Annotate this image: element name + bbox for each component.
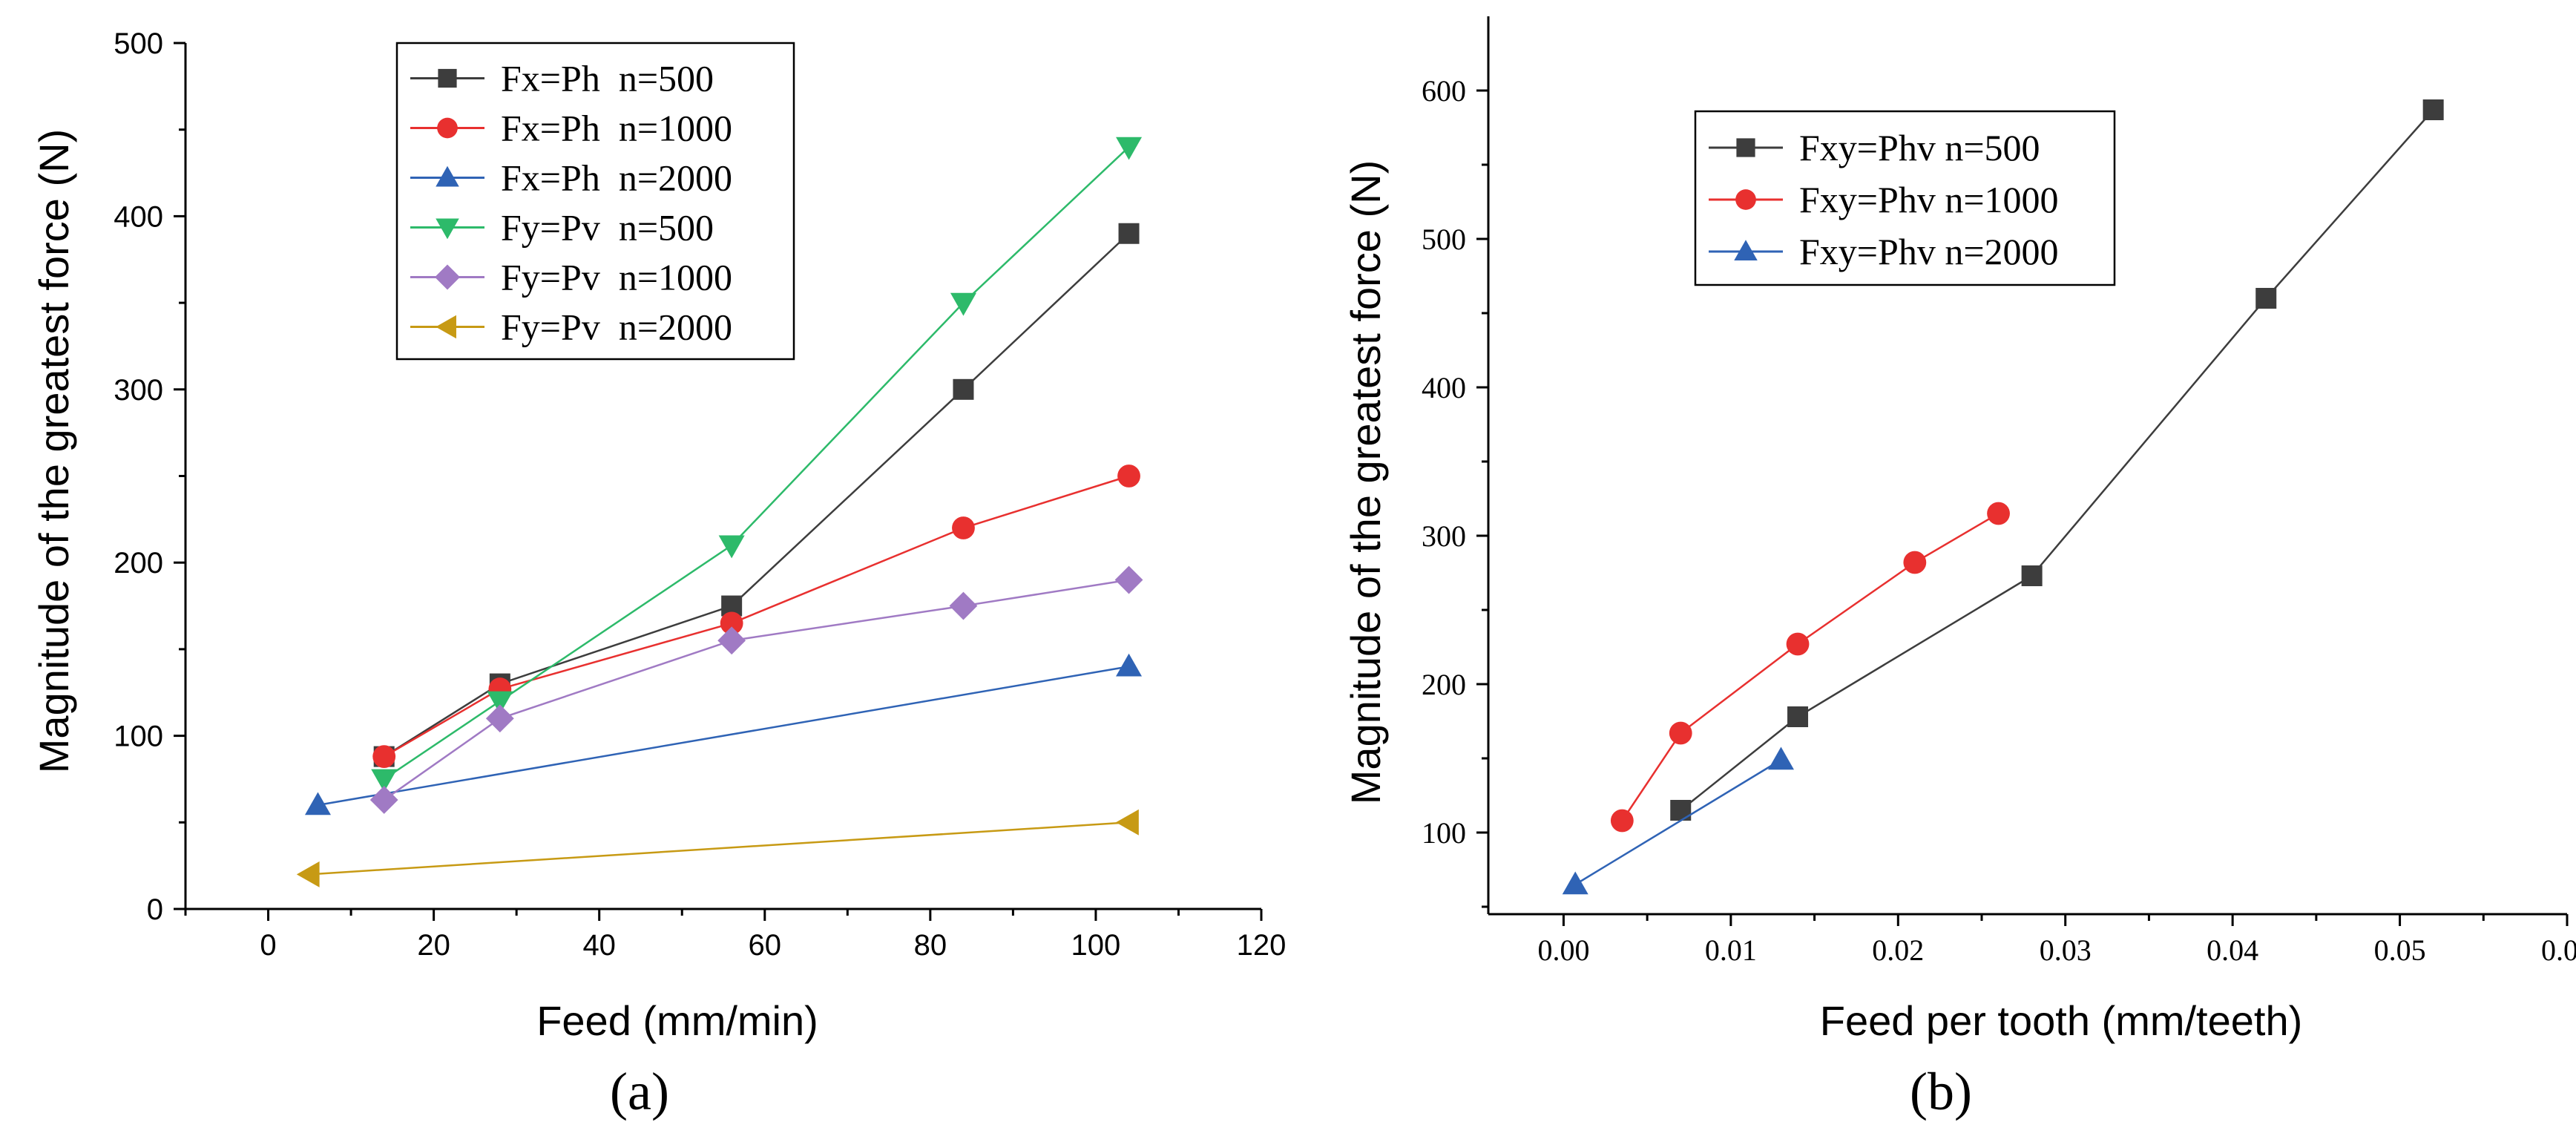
- chart-a-y-tick-label: 100: [114, 721, 163, 753]
- chart-a-legend-marker: [436, 315, 456, 339]
- chart-b-data-point: [1610, 809, 1634, 833]
- chart-a-y-tick-label: 200: [114, 547, 163, 580]
- chart-b-y-tick-label: 500: [1422, 223, 1466, 256]
- chart-a-panel-label: (a): [610, 1062, 669, 1121]
- chart-a-legend-marker: [437, 117, 458, 139]
- chart-a-x-tick-label: 0: [260, 929, 276, 962]
- chart-a-data-point: [304, 792, 331, 815]
- chart-a-y-tick-label: 500: [114, 27, 163, 60]
- chart-b-series-line-1: [1621, 512, 2000, 821]
- chart-a-data-point: [369, 786, 398, 814]
- chart-b-legend-label: Fxy=Phv n=500: [1799, 127, 2040, 168]
- chart-a-data-point: [950, 292, 976, 316]
- chart-b-data-point: [2255, 288, 2277, 309]
- chart-a-data-point: [485, 704, 514, 733]
- chart-a-y-tick-label: 300: [114, 374, 163, 407]
- chart-b-data-point: [1670, 800, 1692, 821]
- chart-a-data-point: [953, 378, 974, 400]
- chart-b-y-tick-label: 400: [1422, 371, 1466, 404]
- chart-b-data-point: [1786, 632, 1810, 656]
- chart-a-data-point: [296, 861, 320, 887]
- chart-a-data-point: [372, 745, 396, 769]
- chart-a-data-point: [949, 591, 978, 620]
- chart-a-legend-marker: [434, 264, 461, 290]
- chart-b-legend-label: Fxy=Phv n=2000: [1799, 231, 2059, 272]
- chart-b-ylabel: Magnitude of the greatest force (N): [1342, 160, 1389, 804]
- chart-b-y-tick-label: 300: [1422, 519, 1466, 553]
- chart-b: Magnitude of the greatest force (N) Feed…: [1342, 16, 2576, 1121]
- chart-b-x-tick-label: 0.03: [2040, 933, 2092, 967]
- chart-b-data-point: [1987, 502, 2010, 525]
- chart-b-x-tick-label: 0.05: [2374, 933, 2426, 967]
- chart-a-data-point: [1118, 223, 1140, 244]
- chart-a-legend-label: Fx=Ph n=2000: [501, 157, 732, 199]
- chart-a-y-tick-label: 400: [114, 200, 163, 233]
- chart-b-data-point: [1669, 721, 1692, 745]
- chart-a-x-tick-label: 100: [1071, 929, 1121, 962]
- chart-a-legend-marker: [438, 68, 457, 88]
- chart-a: Magnitude of the greatest force (N) Feed…: [30, 27, 1286, 1121]
- chart-b-y-tick-label: 600: [1422, 74, 1466, 108]
- chart-a-x-tick-label: 120: [1237, 929, 1287, 962]
- chart-a-legend-label: Fx=Ph n=1000: [501, 108, 732, 149]
- chart-b-legend-marker: [1735, 189, 1756, 210]
- chart-b-legend-marker: [1734, 240, 1758, 260]
- chart-a-legend-box: [395, 42, 795, 361]
- chart-a-series-line-5: [309, 821, 1129, 876]
- chart-a-data-point: [952, 516, 975, 539]
- chart-a-x-tick-label: 40: [582, 929, 616, 962]
- chart-a-data-point: [1116, 809, 1139, 836]
- chart-a-legend: Fx=Ph n=500 Fx=Ph n=1000 Fx=Ph n=2000 Fy=Pv…: [395, 42, 795, 361]
- chart-a-legend-label: Fy=Pv n=1000: [501, 257, 732, 298]
- chart-a-ylabel: Magnitude of the greatest force (N): [30, 129, 77, 773]
- chart-a-data-point: [1116, 653, 1143, 677]
- chart-a-legend-label: Fy=Pv n=500: [501, 207, 714, 249]
- chart-b-legend-marker: [1736, 138, 1755, 157]
- chart-a-data-point: [1116, 137, 1143, 160]
- chart-b-x-tick-label: 0.06: [2541, 933, 2576, 967]
- chart-a-data-point: [371, 769, 398, 792]
- chart-b-data-point: [2422, 99, 2444, 120]
- chart-a-legend-marker: [436, 165, 459, 187]
- chart-b-panel-label: (b): [1910, 1062, 1972, 1121]
- chart-b-series-line-2: [1574, 758, 1782, 886]
- chart-a-data-point: [717, 626, 746, 655]
- chart-a-y-tick-label: 0: [147, 893, 163, 926]
- chart-a-x-tick-label: 20: [417, 929, 450, 962]
- chart-b-x-tick-label: 0.02: [1872, 933, 1924, 967]
- chart-b-data-point: [2021, 565, 2043, 586]
- chart-a-x-tick-label: 80: [914, 929, 947, 962]
- chart-a-series-line-2: [318, 666, 1129, 807]
- chart-b-data-point: [1787, 706, 1809, 727]
- chart-a-data-point: [1117, 465, 1140, 488]
- chart-b-legend-box: [1694, 110, 2116, 286]
- chart-a-data-point: [487, 691, 513, 715]
- chart-a-legend-label: Fy=Pv n=2000: [501, 306, 732, 348]
- chart-a-data-point: [718, 535, 745, 559]
- chart-a-x-tick-label: 60: [749, 929, 782, 962]
- chart-b-data-point: [1767, 746, 1794, 770]
- chart-b-y-tick-label: 200: [1422, 668, 1466, 701]
- chart-b-data-point: [1562, 871, 1588, 895]
- chart-a-legend-label: Fx=Ph n=500: [501, 58, 714, 99]
- chart-b-data-point: [1903, 551, 1927, 574]
- chart-b-legend-label: Fxy=Phv n=1000: [1799, 179, 2059, 220]
- chart-b-legend: Fxy=Phv n=500 Fxy=Phv n=1000 Fxy=Phv n=200…: [1694, 110, 2116, 286]
- chart-b-x-tick-label: 0.00: [1537, 933, 1589, 967]
- chart-a-data-point: [1114, 565, 1143, 594]
- chart-b-xlabel: Feed per tooth (mm/teeth): [1820, 997, 2303, 1044]
- chart-a-legend-marker: [436, 218, 459, 240]
- chart-a-xlabel: Feed (mm/min): [536, 997, 818, 1044]
- chart-a-data-point: [720, 611, 743, 635]
- chart-b-y-tick-label: 100: [1422, 816, 1466, 850]
- chart-b-x-tick-label: 0.01: [1705, 933, 1757, 967]
- chart-b-x-tick-label: 0.04: [2207, 933, 2258, 967]
